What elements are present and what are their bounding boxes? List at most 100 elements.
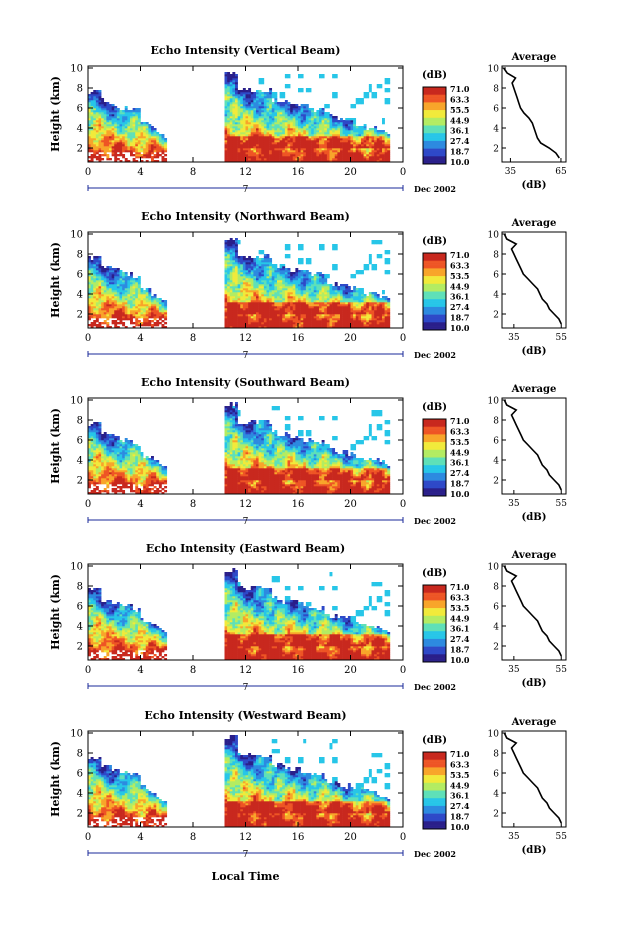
- heatmap-cell: [101, 278, 104, 280]
- heatmap-cell: [135, 302, 138, 304]
- heatmap-cell: [332, 76, 335, 78]
- heatmap-cell: [301, 316, 304, 318]
- heatmap-cell: [156, 140, 159, 142]
- heatmap-cell: [337, 158, 340, 160]
- heatmap-cell: [322, 130, 325, 132]
- heatmap-cell: [253, 260, 256, 262]
- heatmap-cell: [314, 128, 317, 130]
- heatmap-cell: [324, 120, 327, 122]
- heatmap-cell: [99, 92, 102, 94]
- heatmap-cell: [285, 294, 288, 296]
- heatmap-cell: [253, 300, 256, 302]
- heatmap-cell: [309, 274, 312, 276]
- heatmap-cell: [227, 136, 230, 138]
- heatmap-cell: [125, 300, 128, 302]
- heatmap-cell: [288, 318, 291, 320]
- heatmap-cell: [230, 254, 233, 256]
- heatmap-cell: [288, 140, 291, 142]
- heatmap-cell: [316, 300, 319, 302]
- heatmap-cell: [277, 276, 280, 278]
- heatmap-cell: [251, 120, 254, 122]
- heatmap-cell: [345, 144, 348, 146]
- heatmap-cell: [138, 136, 141, 138]
- heatmap-cell: [322, 320, 325, 322]
- heatmap-cell: [259, 96, 262, 98]
- heatmap-cell: [277, 322, 280, 324]
- heatmap-cell: [101, 104, 104, 106]
- heatmap-cell: [259, 102, 262, 104]
- heatmap-cell: [248, 290, 251, 292]
- heatmap-cell: [277, 114, 280, 116]
- heatmap-cell: [316, 114, 319, 116]
- heatmap-cell: [232, 82, 235, 84]
- heatmap-cell: [114, 302, 117, 304]
- heatmap-cell: [225, 268, 228, 270]
- heatmap-cell: [366, 152, 369, 154]
- heatmap-cell: [387, 152, 390, 154]
- heatmap-cell: [316, 122, 319, 124]
- heatmap-cell: [112, 110, 115, 112]
- heatmap-cell: [301, 126, 304, 128]
- heatmap-cell: [235, 134, 238, 136]
- heatmap-cell: [93, 312, 96, 314]
- heatmap-cell: [227, 106, 230, 108]
- heatmap-cell: [319, 284, 322, 286]
- heatmap-cell: [309, 296, 312, 298]
- heatmap-cell: [141, 140, 144, 142]
- heatmap-cell: [93, 264, 96, 266]
- heatmap-cell: [293, 320, 296, 322]
- heatmap-cell: [232, 72, 235, 74]
- heatmap-cell: [146, 306, 149, 308]
- heatmap-cell: [109, 150, 112, 152]
- heatmap-cell: [246, 94, 249, 96]
- heatmap-cell: [240, 296, 243, 298]
- heatmap-cell: [293, 148, 296, 150]
- heatmap-cell: [243, 140, 246, 142]
- heatmap-cell: [374, 148, 377, 150]
- heatmap-cell: [285, 316, 288, 318]
- heatmap-cell: [256, 102, 259, 104]
- heatmap-cell: [285, 268, 288, 270]
- heatmap-cell: [282, 290, 285, 292]
- heatmap-cell: [256, 142, 259, 144]
- heatmap-cell: [267, 318, 270, 320]
- heatmap-cell: [293, 306, 296, 308]
- heatmap-cell: [135, 306, 138, 308]
- colorbar-tick-label: 71.0: [450, 84, 470, 94]
- heatmap-cell: [122, 118, 125, 120]
- heatmap-cell: [114, 314, 117, 316]
- heatmap-cell: [256, 94, 259, 96]
- heatmap-cell: [348, 142, 351, 144]
- heatmap-cell: [96, 110, 99, 112]
- heatmap-cell: [290, 278, 293, 280]
- heatmap-cell: [253, 124, 256, 126]
- heatmap-cell: [277, 116, 280, 118]
- heatmap-cell: [382, 118, 385, 120]
- heatmap-cell: [327, 324, 330, 326]
- heatmap-cell: [91, 264, 94, 266]
- heatmap-cell: [243, 108, 246, 110]
- heatmap-cell: [330, 308, 333, 310]
- heatmap-cell: [274, 318, 277, 320]
- heatmap-cell: [122, 304, 125, 306]
- heatmap-cell: [311, 286, 314, 288]
- heatmap-cell: [335, 266, 338, 268]
- heatmap-cell: [335, 120, 338, 122]
- heatmap-cell: [295, 138, 298, 140]
- heatmap-cell: [151, 148, 154, 150]
- heatmap-cell: [114, 156, 117, 158]
- heatmap-cell: [372, 138, 375, 140]
- heatmap-cell: [114, 144, 117, 146]
- heatmap-cell: [267, 278, 270, 280]
- heatmap-cell: [330, 146, 333, 148]
- heatmap-cell: [351, 292, 354, 294]
- heatmap-cell: [261, 302, 264, 304]
- heatmap-cell: [316, 116, 319, 118]
- heatmap-cell: [246, 132, 249, 134]
- heatmap-cell: [135, 152, 138, 154]
- heatmap-cell: [327, 126, 330, 128]
- heatmap-cell: [295, 320, 298, 322]
- heatmap-cell: [301, 298, 304, 300]
- heatmap-cell: [259, 316, 262, 318]
- heatmap-cell: [151, 312, 154, 314]
